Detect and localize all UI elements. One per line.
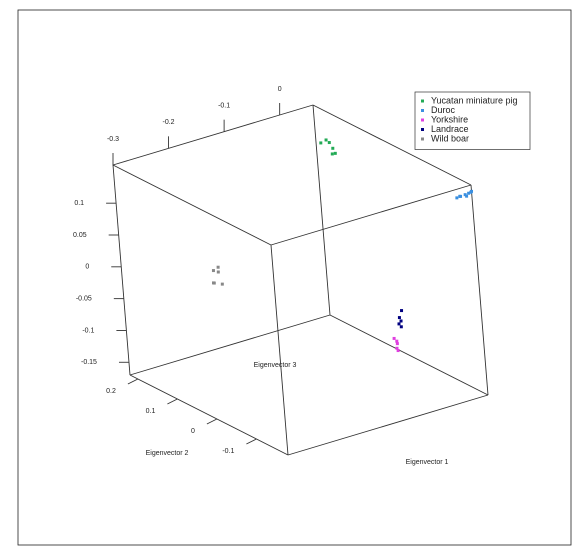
point bbox=[396, 349, 400, 353]
box-edge bbox=[112, 164, 131, 376]
box-edge bbox=[270, 184, 472, 246]
legend-marker bbox=[421, 99, 424, 103]
y-tick bbox=[246, 438, 257, 445]
point bbox=[455, 196, 459, 200]
z-axis-label: Eigenvector 3 bbox=[254, 362, 297, 369]
y-tick bbox=[167, 398, 178, 405]
legend-marker bbox=[421, 137, 424, 141]
box-edge bbox=[112, 164, 272, 246]
y-tick bbox=[206, 418, 218, 425]
point bbox=[331, 146, 335, 150]
point bbox=[392, 336, 396, 340]
point bbox=[400, 309, 404, 313]
z-tick-label: 0 bbox=[85, 264, 89, 271]
z-tick-label: -0.05 bbox=[76, 295, 92, 302]
z-tick-label: -0.1 bbox=[82, 327, 94, 334]
z-tick-label: -0.15 bbox=[81, 359, 97, 366]
y-tick-label: 0 bbox=[191, 428, 195, 435]
box-edge bbox=[129, 374, 289, 456]
box-edge bbox=[287, 394, 489, 456]
box-edge bbox=[270, 244, 289, 456]
point bbox=[330, 152, 334, 156]
legend-label: Duroc bbox=[431, 105, 456, 115]
point bbox=[327, 141, 331, 145]
y-axis-label: Eigenvector 2 bbox=[146, 450, 189, 457]
point bbox=[395, 342, 399, 346]
point bbox=[470, 189, 474, 193]
point bbox=[333, 151, 337, 155]
point bbox=[220, 282, 224, 286]
legend-label: Wild boar bbox=[431, 133, 469, 143]
point bbox=[463, 193, 467, 197]
point bbox=[216, 270, 220, 274]
legend-marker bbox=[421, 109, 424, 112]
y-tick-label: -0.1 bbox=[222, 448, 234, 455]
point bbox=[458, 194, 462, 198]
point bbox=[397, 322, 401, 326]
box-edge bbox=[312, 104, 472, 186]
x-tick-label: -0.3 bbox=[107, 136, 119, 143]
point bbox=[467, 191, 471, 195]
legend-box bbox=[414, 91, 531, 150]
x-tick-label: -0.2 bbox=[163, 119, 175, 126]
box-edge bbox=[112, 104, 314, 166]
point bbox=[211, 269, 215, 273]
point bbox=[216, 265, 220, 269]
frame bbox=[17, 9, 572, 546]
z-tick-label: 0.1 bbox=[74, 200, 84, 207]
point bbox=[465, 194, 469, 198]
point bbox=[397, 316, 401, 320]
point bbox=[395, 346, 399, 350]
legend-label: Yorkshire bbox=[431, 114, 468, 124]
point bbox=[324, 138, 328, 142]
z-tick-label: 0.05 bbox=[73, 232, 87, 239]
box-edge bbox=[129, 314, 331, 376]
legend-label: Yucatan miniature pig bbox=[431, 95, 518, 105]
point bbox=[212, 281, 216, 285]
x-axis-label: Eigenvector 1 bbox=[406, 459, 449, 466]
y-tick-label: 0.1 bbox=[146, 408, 156, 415]
box-edge bbox=[470, 184, 489, 396]
point bbox=[395, 339, 399, 343]
legend-marker bbox=[421, 118, 424, 122]
legend-label: Landrace bbox=[431, 124, 469, 134]
point bbox=[399, 325, 403, 329]
point bbox=[319, 141, 323, 145]
legend-marker bbox=[421, 128, 424, 131]
x-tick-label: -0.1 bbox=[218, 103, 230, 110]
x-tick-label: 0 bbox=[278, 86, 282, 93]
box-edge bbox=[329, 314, 489, 396]
box-edge bbox=[312, 104, 331, 316]
point bbox=[399, 319, 403, 323]
y-tick bbox=[127, 378, 139, 385]
y-tick-label: 0.2 bbox=[106, 388, 116, 395]
